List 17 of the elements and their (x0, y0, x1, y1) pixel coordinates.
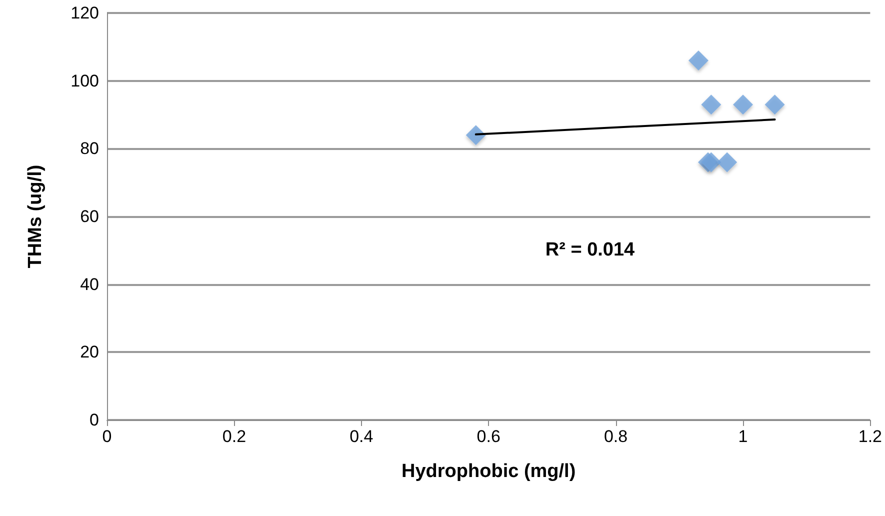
x-tick-label: 0.4 (350, 427, 374, 446)
y-axis-title: THMs (ug/l) (25, 164, 46, 268)
x-tick-label: 1 (738, 427, 748, 446)
x-tick-label: 0.2 (222, 427, 246, 446)
x-tick-label: 1.2 (858, 427, 882, 446)
y-tick-label: 60 (80, 207, 99, 226)
y-tick-label: 120 (70, 4, 99, 22)
y-tick-label: 100 (70, 71, 99, 90)
x-tick-label: 0.8 (604, 427, 628, 446)
y-tick-label: 0 (90, 410, 99, 430)
x-tick-label: 0 (102, 427, 112, 446)
y-tick-label: 80 (80, 139, 99, 158)
x-axis-title: Hydrophobic (mg/l) (402, 461, 576, 482)
annotation: R² = 0.014 (545, 240, 636, 260)
y-tick-label: 40 (80, 274, 99, 294)
y-tick-label: 20 (80, 342, 99, 362)
x-tick-label: 0.6 (476, 427, 500, 446)
